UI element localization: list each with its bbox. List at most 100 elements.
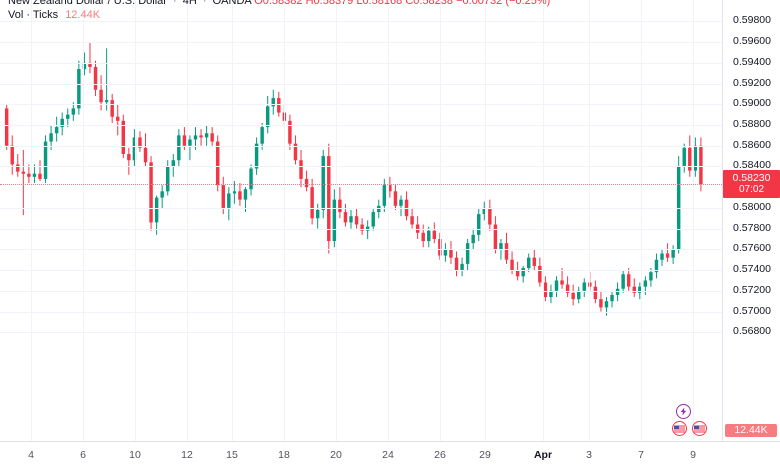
- candle-body: [254, 143, 259, 169]
- gridline-vertical: [135, 0, 136, 441]
- candle-body: [410, 216, 414, 225]
- gridline-vertical: [693, 0, 694, 441]
- candle-body: [399, 199, 403, 206]
- gridline-vertical: [232, 0, 233, 441]
- gridline-vertical: [641, 0, 642, 441]
- candle-body: [643, 280, 648, 287]
- candle-body: [243, 189, 248, 200]
- candle-body: [16, 164, 20, 172]
- candle-body: [288, 120, 292, 144]
- candle-body: [371, 212, 375, 227]
- gridline-vertical: [388, 0, 389, 441]
- candle-body: [182, 135, 187, 146]
- gridline-horizontal: [0, 84, 722, 85]
- price-tick-label: 0.57400: [733, 263, 771, 275]
- price-tick-label: 0.59000: [733, 97, 771, 109]
- candle-body: [354, 216, 359, 225]
- candle-body: [188, 139, 192, 146]
- price-tick-label: 0.59600: [733, 35, 771, 47]
- candle-body: [621, 274, 625, 289]
- candle-body: [66, 114, 70, 119]
- candle-body: [293, 143, 298, 161]
- candle-body: [576, 290, 581, 300]
- gridline-vertical: [589, 0, 590, 441]
- candle-body: [393, 191, 398, 206]
- gridline-vertical: [284, 0, 285, 441]
- candle-body: [610, 294, 614, 302]
- price-axis[interactable]: 0.59800 0.59600 0.59400 0.59200 0.59000 0.588…: [722, 0, 780, 441]
- time-tick-label: 12: [181, 449, 193, 461]
- candle-body: [477, 214, 481, 235]
- candle-body: [177, 135, 181, 161]
- candle-body: [599, 299, 603, 308]
- candle-body: [360, 224, 364, 231]
- us-flag-icon-2[interactable]: [692, 421, 707, 436]
- candle-body: [654, 259, 659, 273]
- price-tick-label: 0.57800: [733, 222, 771, 234]
- candle-body: [304, 178, 309, 188]
- candle-body: [32, 173, 37, 177]
- candle-body: [543, 282, 548, 298]
- candle-body: [510, 259, 514, 271]
- candle-body: [349, 216, 353, 223]
- gridline-horizontal: [0, 208, 722, 209]
- chart-plot-area[interactable]: [0, 0, 722, 441]
- candle-body: [221, 185, 225, 208]
- candle-body: [604, 301, 609, 308]
- candle-body: [227, 193, 231, 208]
- candle-body: [365, 226, 370, 231]
- price-tick-label: 0.58400: [733, 159, 771, 171]
- us-flag-glyph-2: [694, 425, 705, 432]
- price-tick-label: 0.58800: [733, 118, 771, 130]
- candle-body: [682, 147, 686, 167]
- candle-body: [49, 133, 53, 142]
- candle-body: [404, 199, 409, 217]
- candle-body: [449, 249, 453, 258]
- time-tick-label: 4: [28, 449, 34, 461]
- gridline-vertical: [31, 0, 32, 441]
- price-tick-label: 0.58600: [733, 139, 771, 151]
- candle-body: [166, 166, 170, 192]
- price-tick-label: 0.57600: [733, 242, 771, 254]
- candle-body: [443, 249, 448, 256]
- candle-body: [527, 257, 531, 269]
- candle-body: [54, 127, 59, 134]
- price-tick-label: 0.59200: [733, 77, 771, 89]
- candle-body: [626, 274, 631, 287]
- candle-body: [116, 116, 120, 121]
- candle-body: [499, 243, 503, 250]
- candle-body: [438, 239, 442, 256]
- price-tick-label: 0.59400: [733, 56, 771, 68]
- candle-body: [43, 141, 48, 179]
- candle-body: [460, 263, 464, 271]
- time-tick-label: 26: [434, 449, 446, 461]
- time-tick-label: 15: [226, 449, 238, 461]
- candle-body: [671, 249, 675, 258]
- candle-body: [676, 166, 681, 250]
- candle-body: [327, 156, 331, 242]
- candle-body: [560, 280, 564, 285]
- gridline-horizontal: [0, 125, 722, 126]
- volume-value-tag: 12.44K: [725, 424, 777, 437]
- candle-body: [421, 232, 425, 242]
- gridline-horizontal: [0, 332, 722, 333]
- time-tick-label: 9: [690, 449, 696, 461]
- candle-body: [104, 100, 109, 103]
- time-tick-label: 24: [382, 449, 394, 461]
- price-tick-label: 0.57200: [733, 284, 771, 296]
- us-flag-icon[interactable]: [672, 421, 687, 436]
- gridline-vertical: [83, 0, 84, 441]
- gridline-horizontal: [0, 229, 722, 230]
- gridline-horizontal: [0, 166, 722, 167]
- lightning-bolt-icon[interactable]: [676, 404, 691, 419]
- candle-body: [432, 230, 437, 239]
- candle-body: [471, 234, 475, 244]
- gridline-horizontal: [0, 104, 722, 105]
- candle-body: [204, 133, 209, 138]
- candle-body: [515, 270, 520, 277]
- candle-body: [138, 137, 142, 148]
- candle-body: [21, 171, 26, 174]
- candle-body: [554, 280, 559, 291]
- time-axis[interactable]: 4 6 10 12 15 18 20 24 26 29 Apr 3 7 9: [0, 441, 780, 470]
- candle-body: [693, 145, 698, 171]
